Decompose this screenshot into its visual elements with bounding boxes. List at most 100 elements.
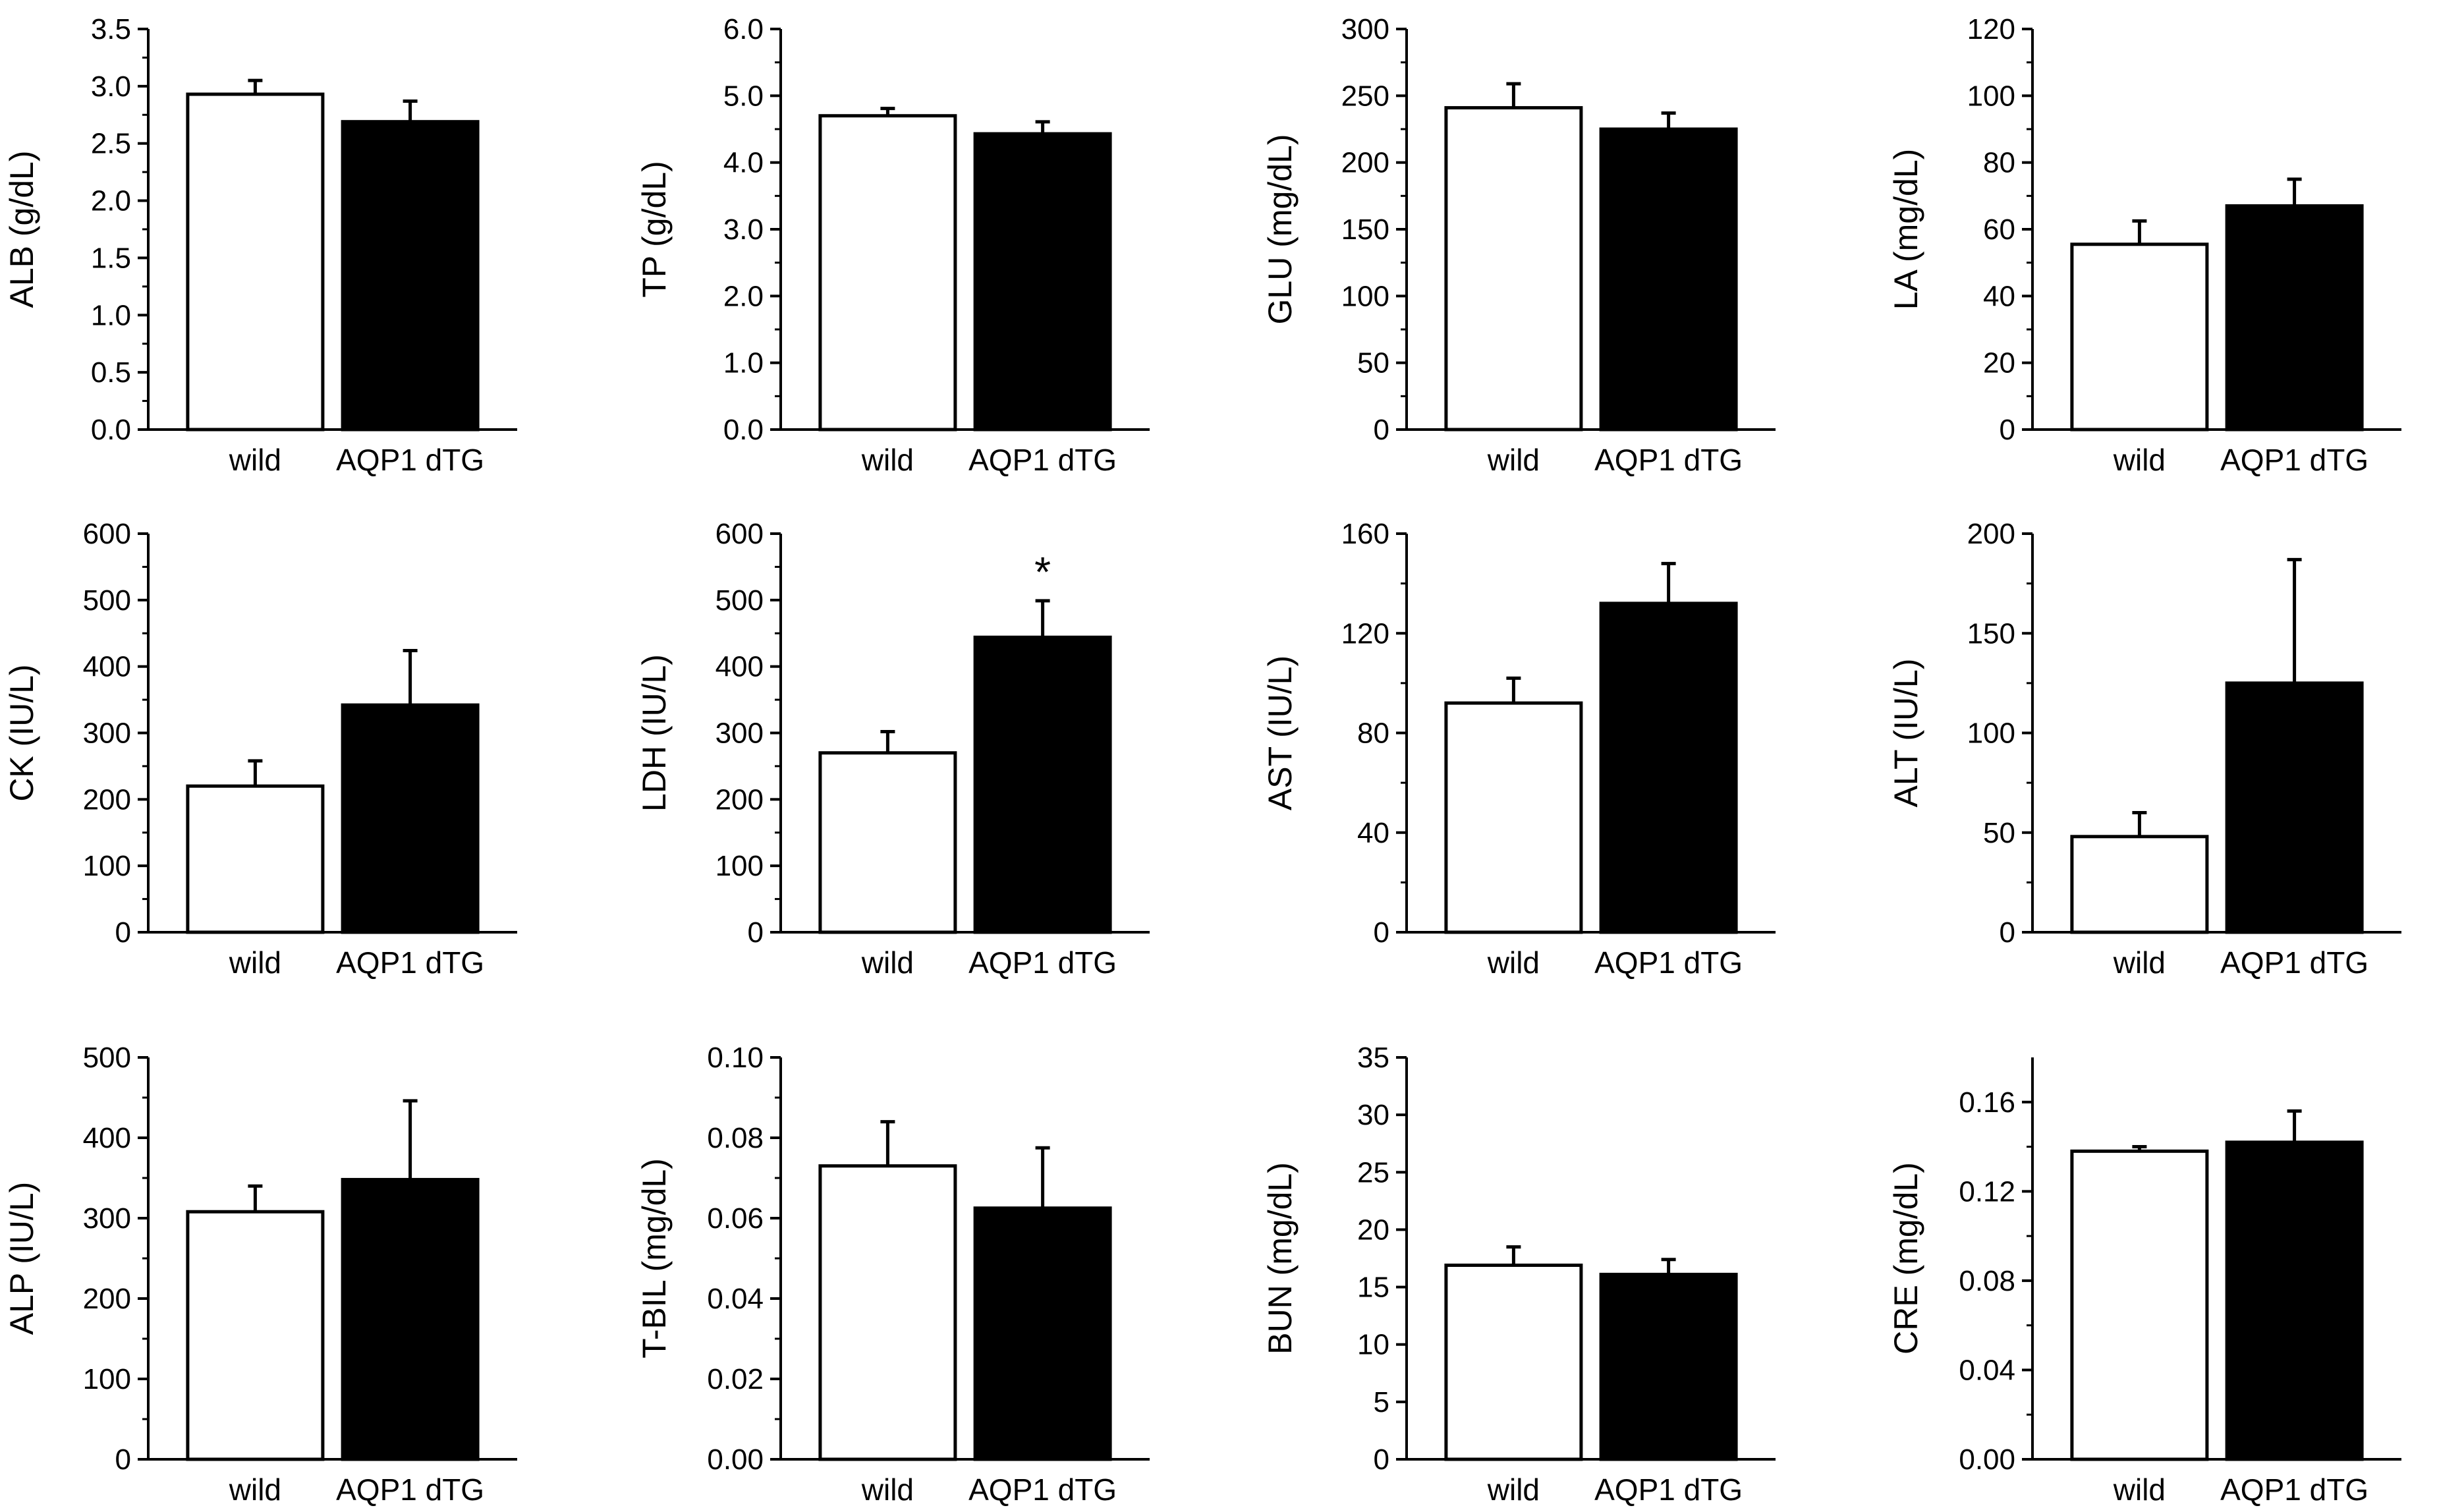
y-tick-label: 4.0 bbox=[723, 147, 764, 179]
chart-panel-alt: 0 50 100 150 200 ALT (IU/L) wild AQP1 dTG bbox=[1888, 518, 2401, 980]
x-category-label: wild bbox=[229, 1472, 281, 1507]
y-tick-label: 300 bbox=[83, 1202, 131, 1235]
y-tick-label: 6.0 bbox=[723, 13, 764, 45]
x-category-label: AQP1 dTG bbox=[968, 945, 1117, 980]
y-axis-label: CRE (mg/dL) bbox=[1888, 1162, 1924, 1355]
chart-panel-cre: 0.00 0.04 0.08 0.12 0.16 CRE (mg/dL) wild AQP1 … bbox=[1888, 1057, 2401, 1507]
chart-panel-glu: 0 50 100 150 200 250 300 GLU (mg/dL) wild AQP1 dT… bbox=[1262, 13, 1776, 477]
y-tick-label: 20 bbox=[1983, 347, 2015, 379]
y-tick-label: 200 bbox=[715, 783, 764, 816]
y-tick-label: 40 bbox=[1983, 280, 2015, 312]
x-category-label: AQP1 dTG bbox=[1594, 945, 1743, 980]
y-tick-label: 3.0 bbox=[723, 213, 764, 246]
y-tick-label: 100 bbox=[715, 850, 764, 882]
y-tick-label: 120 bbox=[1967, 13, 2015, 45]
chart-panel-ast: 0 40 80 120 160 AST (IU/L) wild AQP1 dTG bbox=[1262, 518, 1776, 980]
y-tick-label: 2.0 bbox=[723, 280, 764, 312]
y-tick-label: 160 bbox=[1341, 518, 1389, 550]
y-tick-label: 0.10 bbox=[707, 1042, 764, 1074]
bar-wild bbox=[2070, 1149, 2209, 1461]
y-tick-label: 0 bbox=[2000, 414, 2015, 446]
y-tick-label: 400 bbox=[83, 1122, 131, 1154]
x-category-label: AQP1 dTG bbox=[968, 1472, 1117, 1507]
y-tick-label: 35 bbox=[1357, 1042, 1389, 1074]
bar-aqp1-dtg bbox=[341, 703, 480, 934]
chart-panel-alb: 0.0 0.5 1.0 1.5 2.0 2.5 3.0 3.5 ALB (g/dL) wild AQ… bbox=[3, 13, 517, 477]
y-tick-label: 0 bbox=[748, 916, 764, 949]
bar-wild bbox=[1444, 106, 1583, 432]
y-tick-label: 500 bbox=[83, 1042, 131, 1074]
bar-wild bbox=[818, 114, 957, 432]
y-tick-label: 100 bbox=[1967, 80, 2015, 112]
y-tick-label: 300 bbox=[1341, 13, 1389, 45]
y-tick-label: 15 bbox=[1357, 1272, 1389, 1304]
y-tick-label: 400 bbox=[715, 651, 764, 683]
y-tick-label: 300 bbox=[83, 717, 131, 750]
bar-aqp1-dtg bbox=[973, 635, 1112, 934]
x-category-label: AQP1 dTG bbox=[968, 443, 1117, 477]
bar-wild bbox=[1444, 1263, 1583, 1461]
y-tick-label: 100 bbox=[1341, 280, 1389, 312]
bar-wild bbox=[186, 92, 325, 432]
chart-panel-alp: 0 100 200 300 400 500 ALP (IU/L) wild AQP1 dTG bbox=[3, 1042, 517, 1507]
x-category-label: AQP1 dTG bbox=[336, 945, 484, 980]
bar-aqp1-dtg bbox=[341, 120, 480, 432]
x-category-label: wild bbox=[1487, 443, 1540, 477]
y-tick-label: 0 bbox=[1374, 1443, 1389, 1476]
x-category-label: AQP1 dTG bbox=[2220, 443, 2368, 477]
y-tick-label: 30 bbox=[1357, 1099, 1389, 1131]
y-tick-label: 0.0 bbox=[723, 414, 764, 446]
bar-aqp1-dtg bbox=[1599, 127, 1738, 432]
x-category-label: wild bbox=[2113, 1472, 2166, 1507]
y-tick-label: 0.06 bbox=[707, 1202, 764, 1235]
x-category-label: wild bbox=[861, 443, 914, 477]
y-tick-label: 0 bbox=[1374, 414, 1389, 446]
y-tick-label: 200 bbox=[1967, 518, 2015, 550]
y-tick-label: 3.0 bbox=[91, 70, 131, 103]
y-axis-label: BUN (mg/dL) bbox=[1262, 1162, 1299, 1355]
bar-aqp1-dtg bbox=[2225, 681, 2364, 934]
x-category-label: wild bbox=[1487, 1472, 1540, 1507]
y-axis-label: LA (mg/dL) bbox=[1888, 149, 1924, 310]
y-tick-label: 0.08 bbox=[1959, 1265, 2015, 1297]
y-tick-label: 0.5 bbox=[91, 356, 131, 389]
y-tick-label: 0.12 bbox=[1959, 1175, 2015, 1208]
bar-wild bbox=[2070, 835, 2209, 934]
y-tick-label: 400 bbox=[83, 651, 131, 683]
x-category-label: wild bbox=[2113, 945, 2166, 980]
chart-panel-la: 0 20 40 60 80 100 120 LA (mg/dL) wild AQP1 dTG bbox=[1888, 13, 2401, 477]
y-tick-label: 5.0 bbox=[723, 80, 764, 112]
y-tick-label: 50 bbox=[1983, 817, 2015, 849]
y-tick-label: 100 bbox=[1967, 717, 2015, 750]
chart-panel-tp: 0.0 1.0 2.0 3.0 4.0 5.0 6.0 TP (g/dL) wild AQP1 d… bbox=[636, 13, 1150, 477]
y-axis-label: ALT (IU/L) bbox=[1888, 659, 1924, 808]
y-tick-label: 10 bbox=[1357, 1329, 1389, 1361]
y-axis-label: CK (IU/L) bbox=[3, 664, 40, 801]
bar-wild bbox=[2070, 242, 2209, 432]
y-tick-label: 200 bbox=[83, 1283, 131, 1315]
chart-panel-bun: 0 5 10 15 20 25 30 35 BUN (mg/dL) wild AQP1 dTG bbox=[1262, 1042, 1776, 1507]
bar-wild bbox=[186, 784, 325, 934]
x-category-label: wild bbox=[229, 443, 281, 477]
y-tick-label: 25 bbox=[1357, 1156, 1389, 1189]
y-axis-label: T-BIL (mg/dL) bbox=[636, 1158, 673, 1358]
y-tick-label: 0.02 bbox=[707, 1363, 764, 1395]
y-tick-label: 0.08 bbox=[707, 1122, 764, 1154]
y-tick-label: 0 bbox=[2000, 916, 2015, 949]
x-category-label: wild bbox=[861, 1472, 914, 1507]
y-tick-label: 0.04 bbox=[1959, 1354, 2015, 1386]
y-tick-label: 20 bbox=[1357, 1214, 1389, 1246]
y-tick-label: 120 bbox=[1341, 617, 1389, 650]
x-category-label: wild bbox=[229, 945, 281, 980]
significance-marker: * bbox=[1034, 548, 1051, 596]
bar-aqp1-dtg bbox=[2225, 1140, 2364, 1461]
bar-wild bbox=[186, 1210, 325, 1461]
y-axis-label: TP (g/dL) bbox=[636, 161, 673, 298]
y-axis-label: ALB (g/dL) bbox=[3, 150, 40, 308]
y-tick-label: 0 bbox=[1374, 916, 1389, 949]
x-category-label: wild bbox=[861, 945, 914, 980]
y-tick-label: 500 bbox=[83, 584, 131, 617]
y-tick-label: 2.5 bbox=[91, 128, 131, 160]
